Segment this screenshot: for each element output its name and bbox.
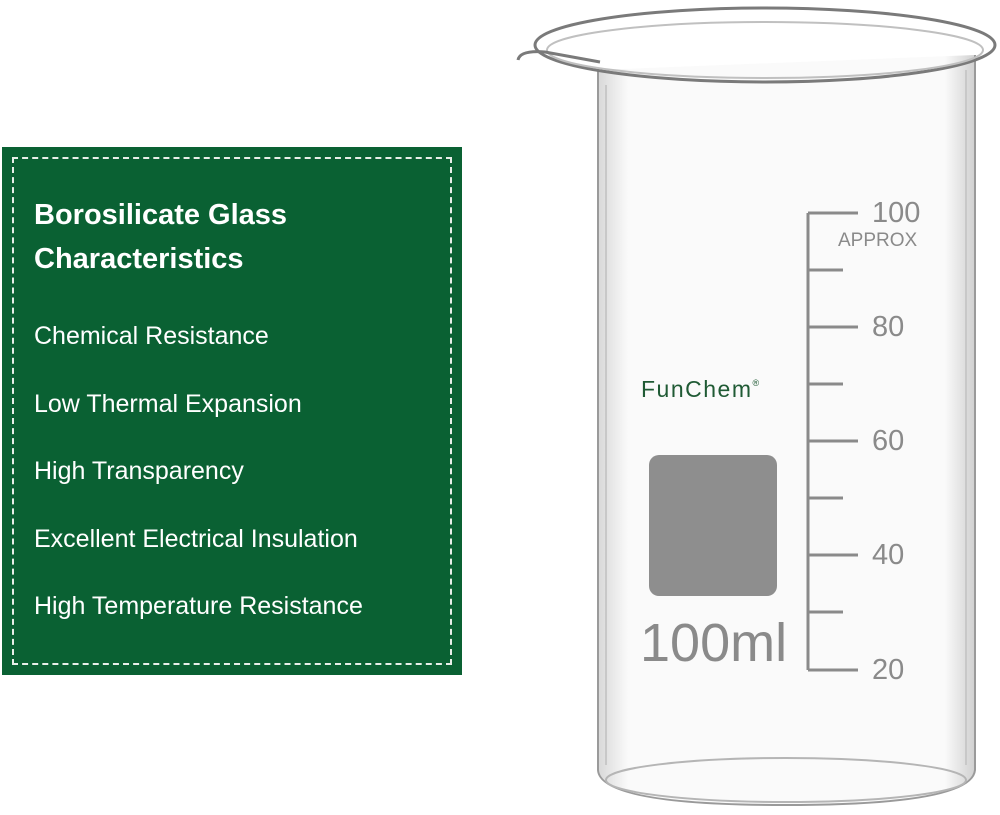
beaker-inner-wall [605, 70, 967, 765]
dashed-border [12, 157, 452, 665]
approx-label: APPROX [838, 230, 918, 251]
volume-label: 100ml [640, 613, 788, 673]
title-line-2: Characteristics [34, 243, 244, 275]
scale-label-20: 20 [872, 654, 905, 686]
graduation-scale [806, 211, 858, 672]
scale-label-80: 80 [872, 311, 905, 343]
feature-item: High Transparency [34, 457, 244, 485]
brand-logo: FunChem® [641, 376, 761, 403]
feature-item: Chemical Resistance [34, 322, 269, 350]
registered-mark: ® [752, 378, 761, 388]
feature-item: Low Thermal Expansion [34, 390, 302, 418]
feature-item: Excellent Electrical Insulation [34, 525, 358, 553]
panel-title: Borosilicate Glass Characteristics [34, 193, 287, 281]
title-line-1: Borosilicate Glass [34, 199, 288, 231]
scale-label-40: 40 [872, 539, 905, 571]
brand-name: FunChem [641, 376, 753, 402]
beaker-spout [516, 50, 601, 64]
feature-item: High Temperature Resistance [34, 592, 363, 620]
scale-label-60: 60 [872, 425, 905, 457]
scale-label-100: 100 [872, 197, 921, 229]
characteristics-panel: Borosilicate Glass Characteristics Chemi… [2, 147, 462, 675]
marking-spot [649, 455, 777, 596]
beaker-bottom [605, 757, 967, 803]
beaker-body [597, 55, 976, 807]
beaker-rim [533, 6, 997, 84]
